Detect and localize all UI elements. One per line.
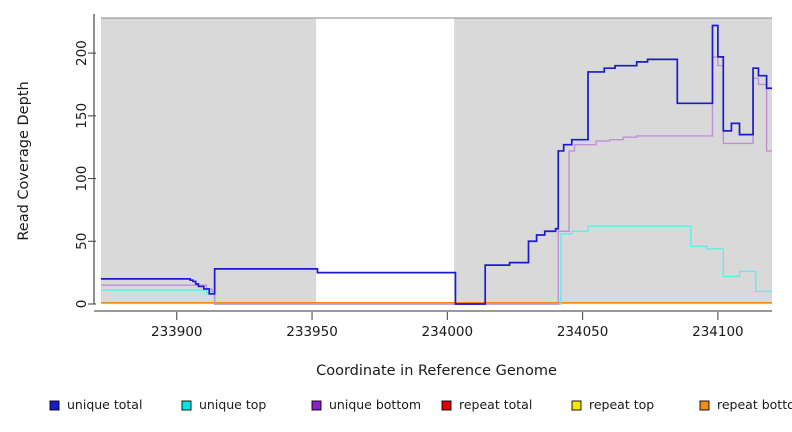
y-tick-label-50: 50 bbox=[74, 233, 90, 250]
legend-item-repeat-bottom[interactable]: repeat bottom bbox=[699, 397, 792, 412]
legend-swatch-repeat-top bbox=[571, 400, 582, 411]
axis-tick-labels: 0 50 100 150 200 233900 233950 234000 234050 2341… bbox=[74, 40, 744, 340]
coverage-gap-band-0 bbox=[316, 18, 455, 304]
legend-item-unique-bottom[interactable]: unique bottom bbox=[311, 397, 421, 412]
x-tick-label-233950: 233950 bbox=[286, 324, 338, 340]
series-unique-total bbox=[101, 24, 772, 305]
legend-label-unique-top: unique top bbox=[199, 397, 266, 412]
axes-layer bbox=[93, 14, 772, 312]
x-tick-label-233900: 233900 bbox=[151, 324, 203, 340]
legend-swatch-unique-bottom bbox=[311, 400, 322, 411]
axis-titles: Read Coverage Depth Coordinate in Referen… bbox=[16, 81, 557, 379]
legend-label-unique-bottom: unique bottom bbox=[329, 397, 421, 412]
ticks-layer bbox=[88, 52, 719, 320]
legend-swatch-repeat-total bbox=[441, 400, 452, 411]
legend-label-repeat-total: repeat total bbox=[459, 397, 532, 412]
x-tick-label-234050: 234050 bbox=[557, 324, 609, 340]
legend-item-unique-total[interactable]: unique total bbox=[49, 397, 142, 412]
y-tick-label-200: 200 bbox=[74, 40, 90, 66]
legend-label-repeat-bottom: repeat bottom bbox=[717, 397, 792, 412]
y-tick-label-0: 0 bbox=[74, 300, 90, 309]
legend-swatch-repeat-bottom bbox=[699, 400, 710, 411]
legend-item-unique-top[interactable]: unique top bbox=[181, 397, 266, 412]
legend-item-repeat-total[interactable]: repeat total bbox=[441, 397, 532, 412]
y-axis-title: Read Coverage Depth bbox=[16, 81, 32, 240]
plot-panel-background bbox=[101, 17, 772, 304]
legend-label-repeat-top: repeat top bbox=[589, 397, 654, 412]
series-layer bbox=[101, 24, 772, 305]
y-tick-label-150: 150 bbox=[74, 103, 90, 129]
x-tick-label-234000: 234000 bbox=[422, 324, 474, 340]
legend-label-unique-total: unique total bbox=[67, 397, 142, 412]
legend: unique total unique top unique bottom repea… bbox=[49, 397, 792, 412]
x-axis-title: Coordinate in Reference Genome bbox=[316, 363, 557, 379]
legend-item-repeat-top[interactable]: repeat top bbox=[571, 397, 654, 412]
legend-swatch-unique-top bbox=[181, 400, 192, 411]
series-unique-bottom bbox=[101, 56, 772, 305]
legend-swatch-unique-total bbox=[49, 400, 60, 411]
y-tick-label-100: 100 bbox=[74, 166, 90, 192]
x-tick-label-234100: 234100 bbox=[692, 324, 744, 340]
